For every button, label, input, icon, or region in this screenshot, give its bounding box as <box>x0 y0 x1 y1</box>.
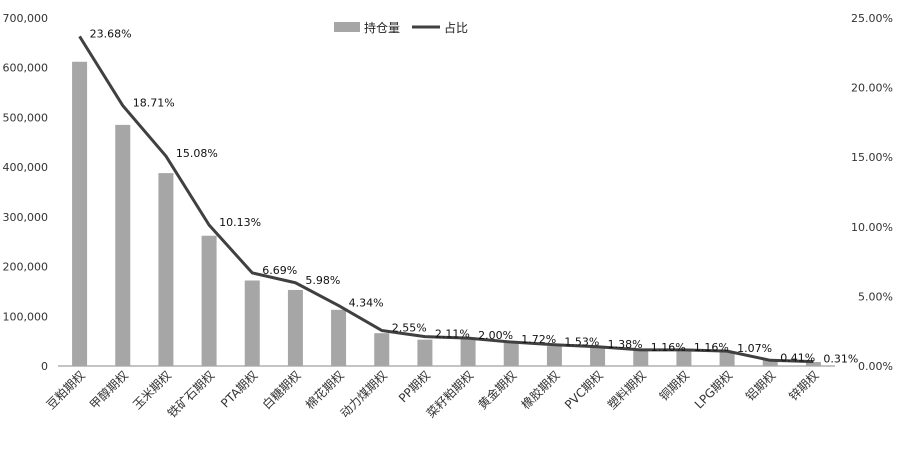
bar <box>158 173 174 366</box>
bars <box>72 61 821 367</box>
data-label: 0.31% <box>823 353 858 366</box>
data-label: 18.71% <box>133 97 175 110</box>
bar <box>805 362 821 366</box>
right-tick-label: 15.00% <box>851 151 893 164</box>
data-label: 1.38% <box>608 338 643 351</box>
data-label: 1.16% <box>651 341 686 354</box>
bar <box>633 349 649 366</box>
left-tick-label: 100,000 <box>3 310 49 323</box>
left-tick-label: 300,000 <box>3 211 49 224</box>
right-tick-label: 0.00% <box>858 360 893 373</box>
data-label: 2.55% <box>392 322 427 335</box>
right-tick-label: 25.00% <box>851 12 893 25</box>
legend-bar-swatch <box>334 22 360 32</box>
left-tick-label: 600,000 <box>3 62 49 75</box>
bar <box>719 351 735 366</box>
bar <box>287 289 303 366</box>
data-label: 2.11% <box>435 328 470 341</box>
ratio-line <box>78 35 814 364</box>
bar <box>503 342 519 366</box>
category-label: 玉米期权 <box>130 368 174 412</box>
legend-line-label: 占比 <box>444 20 468 35</box>
category-label: 豆粕期权 <box>43 368 88 413</box>
category-label: 动力煤期权 <box>338 368 390 420</box>
right-tick-label: 10.00% <box>851 221 893 234</box>
left-tick-label: 500,000 <box>3 111 49 124</box>
category-label: 橡胶期权 <box>518 368 563 413</box>
bar <box>331 309 347 366</box>
category-label: 铝期权 <box>742 368 778 404</box>
bar <box>115 124 131 366</box>
data-label: 1.72% <box>521 333 556 346</box>
category-label: 黄金期权 <box>475 368 520 413</box>
bar <box>374 333 390 366</box>
data-label: 1.53% <box>564 336 599 349</box>
category-label: 白糖期权 <box>259 368 304 413</box>
ratio-line-group <box>78 35 814 364</box>
bar <box>417 339 433 366</box>
category-label: 菜籽粕期权 <box>423 368 476 421</box>
data-label: 10.13% <box>219 216 261 229</box>
left-tick-label: 700,000 <box>3 12 49 25</box>
category-label: LPG期权 <box>692 368 735 411</box>
data-label: 6.69% <box>262 264 297 277</box>
category-label: PP期权 <box>396 368 433 405</box>
data-label: 5.98% <box>305 274 340 287</box>
right-axis-ticks: 0.00% 5.00% 10.00% 15.00% 20.00% 25.00% <box>851 12 893 373</box>
bar <box>460 337 476 366</box>
bar <box>201 235 217 366</box>
left-axis-ticks: 0 100,000 200,000 300,000 400,000 500,000 600,… <box>3 12 49 373</box>
category-label: 甲醇期权 <box>86 368 131 413</box>
category-label: 铁矿石期权 <box>165 368 217 420</box>
bar <box>676 351 692 366</box>
data-label: 2.00% <box>478 329 513 342</box>
left-tick-label: 400,000 <box>3 161 49 174</box>
data-label: 4.34% <box>349 297 384 310</box>
data-label: 15.08% <box>176 147 218 160</box>
category-label: 铜期权 <box>656 368 692 404</box>
category-label: 塑料期权 <box>604 368 649 413</box>
right-tick-label: 20.00% <box>851 82 893 95</box>
data-labels: 23.68% 18.71% 15.08% 10.13% 6.69% 5.98% 4.34% 2… <box>90 27 859 365</box>
category-label: PVC期权 <box>562 368 606 412</box>
category-label: 锌期权 <box>786 368 821 403</box>
left-tick-label: 0 <box>41 360 48 373</box>
data-label: 1.16% <box>694 341 729 354</box>
left-tick-label: 200,000 <box>3 261 49 274</box>
bar <box>72 61 88 367</box>
bar <box>590 347 606 366</box>
bar <box>546 346 562 366</box>
legend: 持仓量 占比 <box>334 20 468 35</box>
category-label: 棉花期权 <box>302 368 347 413</box>
legend-bar-label: 持仓量 <box>364 20 400 35</box>
bar <box>762 360 778 366</box>
right-tick-label: 5.00% <box>858 290 893 303</box>
bar <box>244 280 260 366</box>
data-label: 23.68% <box>90 27 132 40</box>
data-label: 0.41% <box>780 351 815 364</box>
category-label: PTA期权 <box>218 368 260 410</box>
data-label: 1.07% <box>737 342 772 355</box>
